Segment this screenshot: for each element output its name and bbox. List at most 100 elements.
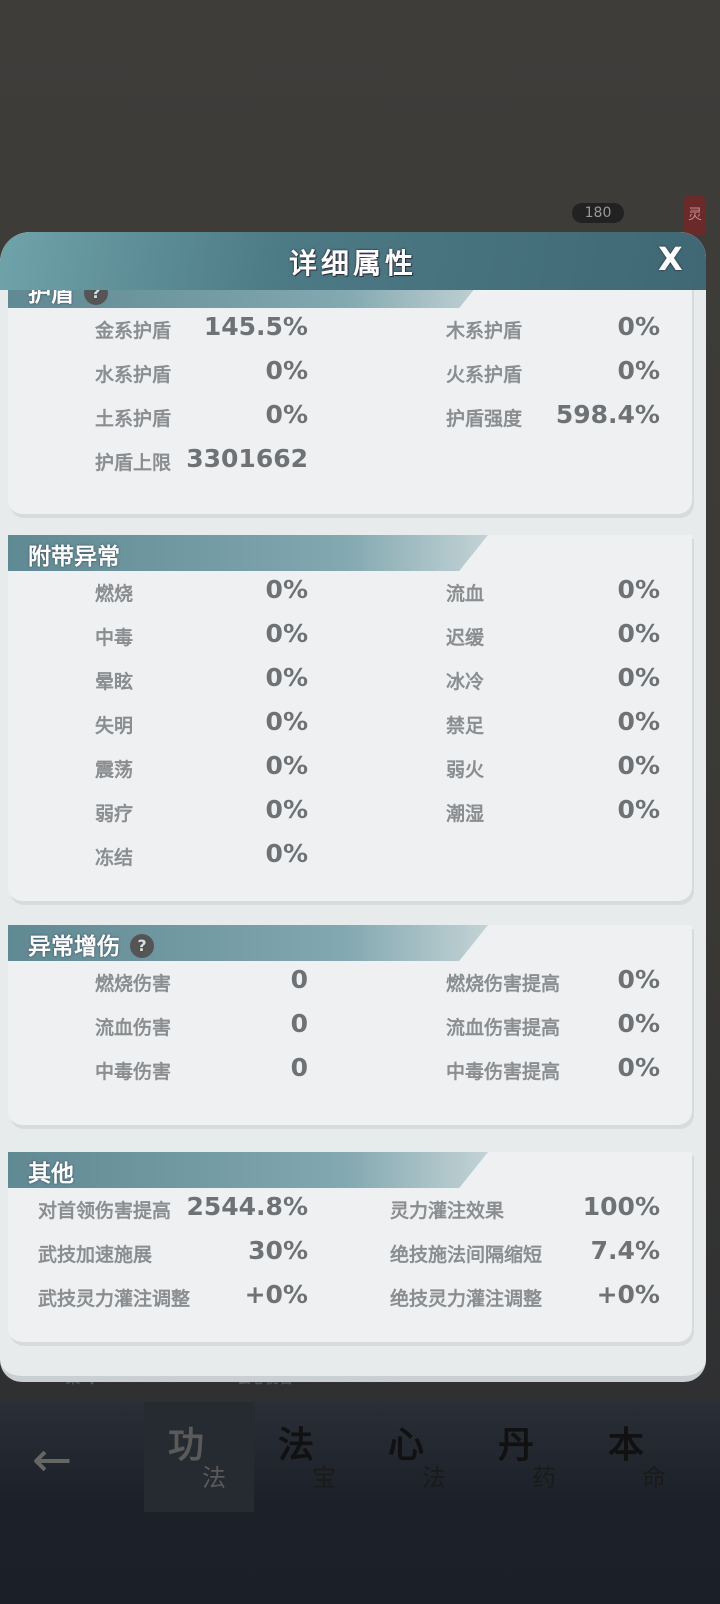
attr-value: 0	[290, 1009, 308, 1038]
tab-char: 法	[202, 1464, 226, 1492]
attr-value: +0%	[596, 1280, 660, 1309]
attr-value: 0	[290, 965, 308, 994]
attr-value: 0%	[617, 575, 660, 604]
attr-value: 0%	[265, 707, 308, 736]
section-2: 异常增伤? 燃烧伤害 0 燃烧伤害提高 0% 流血伤害 0 流血伤害提高 0% 中毒伤害 0 中毒伤害…	[8, 925, 692, 1125]
attributes-scroll-area[interactable]: 护盾? 金系护盾 145.5% 木系护盾 0% 水系护盾 0% 火系护盾 0% 土系护盾 0% 护盾强…	[0, 290, 706, 1376]
attr-label: 土系护盾	[95, 408, 172, 430]
attr-label: 冻结	[95, 847, 134, 869]
attr-label: 中毒	[95, 627, 134, 649]
attr-value: 598.4%	[555, 400, 660, 429]
tab-char: 心	[388, 1425, 425, 1466]
attr-label: 流血伤害提高	[446, 1017, 561, 1039]
nav-tab-0[interactable]: 功法	[144, 1402, 254, 1512]
attr-value: 0%	[265, 839, 308, 868]
nav-tab-3[interactable]: 丹药	[474, 1402, 584, 1512]
attr-value: 145.5%	[203, 312, 308, 341]
back-arrow-icon[interactable]: ←	[32, 1432, 73, 1488]
attr-value: 0%	[265, 356, 308, 385]
attr-label: 晕眩	[95, 671, 134, 693]
attr-value: 0%	[265, 663, 308, 692]
attr-label: 燃烧	[95, 583, 134, 605]
attr-value: 0%	[617, 312, 660, 341]
attr-value: 3301662	[186, 444, 308, 473]
attr-label: 中毒伤害	[95, 1061, 172, 1083]
attr-value: 0%	[617, 1053, 660, 1082]
section-title-text: 护盾	[28, 290, 74, 307]
attr-value: 0%	[265, 575, 308, 604]
section-3: 其他对首领伤害提高 2544.8% 灵力灌注效果 100% 武技加速施展 30% 绝技施法间…	[8, 1152, 692, 1342]
section-title: 附带异常	[28, 537, 120, 571]
attr-label: 震荡	[95, 759, 134, 781]
attr-label: 失明	[95, 715, 134, 737]
attr-value: 7.4%	[590, 1236, 660, 1265]
attr-label: 流血	[446, 583, 485, 605]
section-0: 护盾? 金系护盾 145.5% 木系护盾 0% 水系护盾 0% 火系护盾 0% 土系护盾 0% 护盾强…	[8, 290, 692, 514]
attr-label: 武技加速施展	[38, 1244, 153, 1266]
nav-tab-4[interactable]: 本命	[584, 1402, 694, 1512]
attr-label: 弱火	[446, 759, 485, 781]
attr-label: 木系护盾	[446, 320, 523, 342]
attr-label: 武技灵力灌注调整	[38, 1288, 191, 1310]
section-header: 护盾?	[8, 290, 488, 308]
attr-label: 对首领伤害提高	[38, 1200, 172, 1222]
section-1: 附带异常燃烧 0% 流血 0% 中毒 0% 迟缓 0% 晕眩 0% 冰冷 0% 失明 0% 禁足 0% 震荡 0%…	[8, 535, 692, 901]
attr-label: 绝技施法间隔缩短	[390, 1244, 543, 1266]
attr-label: 弱疗	[95, 803, 134, 825]
section-title-text: 其他	[28, 1161, 74, 1187]
attr-label: 护盾上限	[95, 452, 172, 474]
attr-value: 0%	[617, 663, 660, 692]
section-title: 其他	[28, 1154, 74, 1188]
attr-label: 金系护盾	[95, 320, 172, 342]
attr-label: 燃烧伤害提高	[446, 973, 561, 995]
attr-label: 流血伤害	[95, 1017, 172, 1039]
attr-value: 2544.8%	[186, 1192, 308, 1221]
help-icon[interactable]: ?	[130, 934, 154, 958]
attr-value: 0%	[617, 707, 660, 736]
level-badge: 180	[572, 203, 624, 223]
attr-value: 0%	[617, 356, 660, 385]
tab-char: 药	[532, 1464, 556, 1492]
bottom-nav: ← 功法法宝心法丹药本命	[0, 1402, 720, 1604]
attr-value: 0%	[617, 1009, 660, 1038]
attr-value: 0%	[265, 751, 308, 780]
modal-header: 详细属性 X	[0, 232, 706, 290]
tab-char: 丹	[498, 1425, 535, 1466]
attr-value: 0%	[265, 795, 308, 824]
tab-char: 宝	[312, 1464, 336, 1492]
tab-char: 功	[168, 1425, 205, 1466]
attr-label: 护盾强度	[446, 408, 523, 430]
attr-value: 0%	[265, 619, 308, 648]
attr-value: 0%	[617, 795, 660, 824]
nav-tab-1[interactable]: 法宝	[254, 1402, 364, 1512]
tab-char: 法	[278, 1425, 315, 1466]
detail-attributes-modal: 详细属性 X 护盾? 金系护盾 145.5% 木系护盾 0% 水系护盾 0% 火系护盾 0% 土系…	[0, 232, 706, 1382]
attr-label: 冰冷	[446, 671, 485, 693]
section-title-text: 附带异常	[28, 544, 120, 570]
attr-value: 30%	[248, 1236, 308, 1265]
section-header: 异常增伤?	[8, 925, 488, 961]
attr-value: 100%	[582, 1192, 660, 1221]
section-header: 附带异常	[8, 535, 488, 571]
close-button[interactable]: X	[658, 240, 683, 278]
section-header: 其他	[8, 1152, 488, 1188]
attr-label: 禁足	[446, 715, 485, 737]
attr-label: 火系护盾	[446, 364, 523, 386]
attr-label: 灵力灌注效果	[390, 1200, 505, 1222]
attr-value: 0%	[617, 751, 660, 780]
attr-label: 燃烧伤害	[95, 973, 172, 995]
tab-char: 命	[642, 1464, 666, 1492]
attr-label: 绝技灵力灌注调整	[390, 1288, 543, 1310]
help-icon[interactable]: ?	[84, 290, 108, 305]
attr-value: 0	[290, 1053, 308, 1082]
attr-value: 0%	[617, 965, 660, 994]
spirit-tag: 灵	[684, 195, 706, 235]
section-title: 异常增伤?	[28, 927, 154, 961]
nav-tab-2[interactable]: 心法	[364, 1402, 474, 1512]
section-title: 护盾?	[28, 290, 108, 308]
attr-label: 迟缓	[446, 627, 485, 649]
attr-value: +0%	[244, 1280, 308, 1309]
attr-label: 潮湿	[446, 803, 485, 825]
attr-value: 0%	[617, 619, 660, 648]
attr-label: 水系护盾	[95, 364, 172, 386]
